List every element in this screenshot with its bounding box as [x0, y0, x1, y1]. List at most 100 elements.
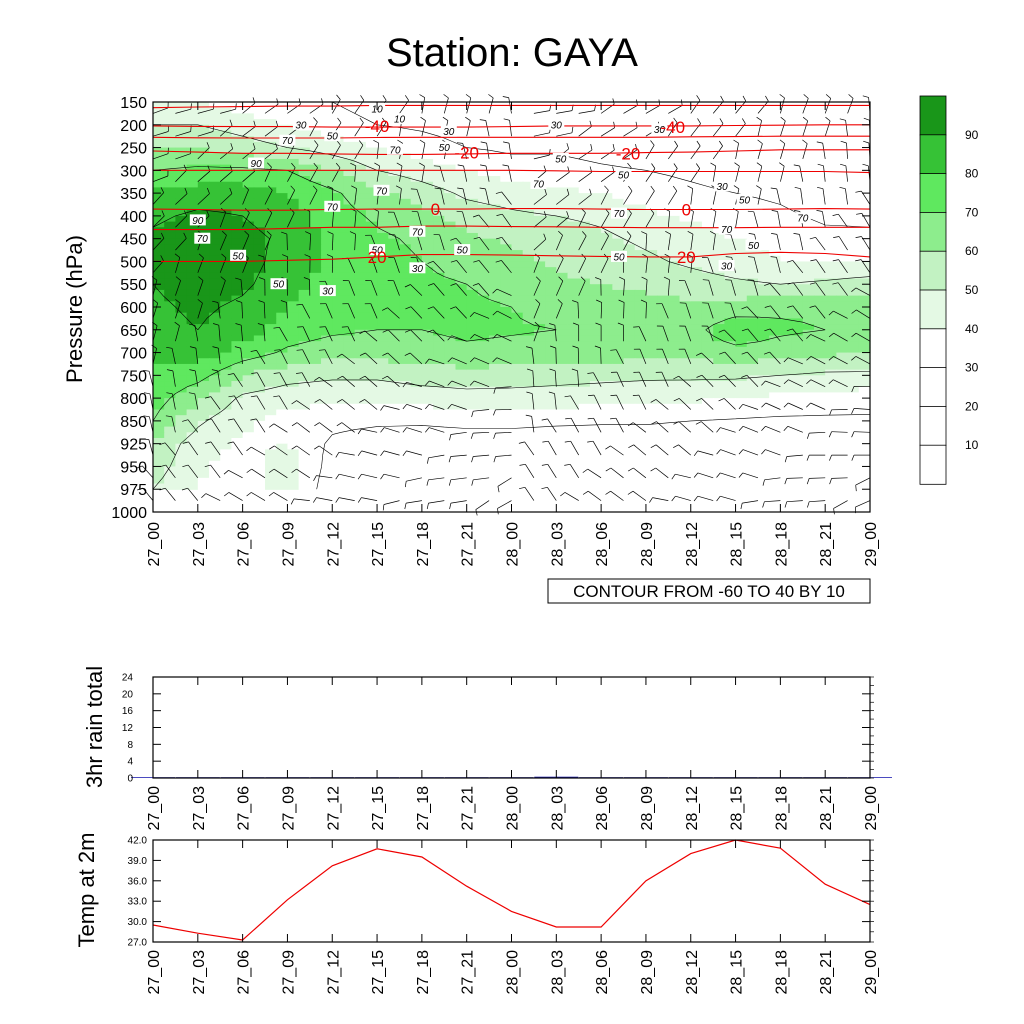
humidity-cell: [522, 335, 535, 342]
humidity-cell: [276, 102, 289, 109]
humidity-cell: [265, 472, 277, 479]
wind-barb-flag: [793, 164, 800, 167]
humidity-cell: [589, 449, 602, 456]
humidity-cell: [545, 261, 557, 268]
humidity-cell: [209, 278, 221, 285]
humidity-cell: [679, 238, 692, 245]
humidity-cell: [175, 102, 188, 109]
wind-barb: [645, 279, 648, 296]
humidity-cell: [209, 472, 221, 479]
humidity-cell: [522, 403, 535, 411]
humidity-cell: [500, 460, 513, 468]
humidity-cell: [858, 352, 871, 359]
humidity-cell: [287, 386, 300, 394]
humidity-cell: [657, 289, 669, 297]
wind-barb-flag: [619, 276, 625, 281]
humidity-cell: [769, 107, 781, 114]
humidity-cell: [511, 136, 524, 143]
humidity-cell: [354, 318, 367, 325]
humidity-cell: [298, 301, 311, 308]
humidity-cell: [533, 113, 546, 120]
humidity-cell: [847, 295, 860, 302]
humidity-cell: [343, 130, 356, 137]
humidity-cell: [545, 460, 557, 468]
humidity-cell: [690, 176, 703, 183]
humidity-cell: [343, 136, 356, 143]
humidity-cell: [623, 437, 636, 445]
wind-barb-flag: [742, 95, 747, 102]
humidity-cell: [309, 284, 322, 291]
humidity-cell: [813, 472, 826, 479]
humidity-cell: [354, 227, 367, 234]
humidity-cell: [276, 181, 289, 189]
wind-barb: [800, 188, 804, 205]
humidity-cell: [657, 426, 669, 433]
humidity-cell: [668, 130, 681, 137]
humidity-cell: [533, 158, 546, 166]
humidity-cell: [298, 409, 311, 416]
humidity-cell: [298, 153, 311, 160]
humidity-cell: [735, 398, 748, 405]
humidity-cell: [589, 119, 602, 126]
humidity-cell: [746, 272, 759, 280]
humidity-cell: [522, 318, 535, 325]
wind-barb-flag: [267, 162, 272, 168]
humidity-cell: [410, 255, 423, 263]
humidity-cell: [757, 409, 770, 416]
humidity-cell: [802, 153, 815, 160]
humidity-cell: [522, 324, 535, 331]
humidity-cell: [164, 324, 176, 331]
humidity-cell: [735, 363, 748, 371]
humidity-cell: [332, 460, 345, 468]
humidity-cell: [690, 124, 703, 132]
humidity-cell: [533, 119, 546, 126]
humidity-cell: [444, 164, 457, 171]
humidity-cell: [690, 221, 703, 228]
humidity-cell: [410, 278, 423, 285]
humidity-cell: [679, 363, 692, 371]
humidity-cell: [746, 449, 759, 456]
humidity-cell: [399, 324, 412, 331]
humidity-cell: [533, 415, 546, 422]
humidity-cell: [724, 164, 737, 171]
humidity-cell: [466, 221, 479, 228]
humidity-cell: [500, 210, 513, 217]
humidity-cell: [298, 289, 311, 297]
humidity-cell: [265, 460, 277, 468]
humidity-cell: [175, 324, 188, 331]
humidity-cell: [153, 363, 165, 371]
humidity-cell: [466, 107, 479, 114]
humidity-cell: [153, 437, 165, 445]
humidity-cell: [679, 443, 692, 450]
humidity-cell: [836, 455, 849, 462]
humidity-cell: [253, 375, 266, 382]
wind-barb: [331, 234, 334, 251]
humidity-cell: [433, 369, 445, 376]
humidity-cell: [377, 193, 389, 200]
humidity-cell: [522, 158, 535, 166]
humidity-cell: [645, 466, 658, 473]
humidity-cell: [679, 198, 692, 206]
humidity-cell: [444, 181, 457, 189]
humidity-cell: [164, 164, 176, 171]
humidity-cell: [164, 426, 176, 433]
humidity-cell: [276, 403, 289, 411]
humidity-cell: [780, 301, 793, 308]
humidity-cell: [847, 341, 860, 348]
humidity-cell: [276, 221, 289, 228]
humidity-cell: [735, 215, 748, 223]
humidity-cell: [858, 136, 871, 143]
humidity-cell: [164, 198, 176, 206]
humidity-cell: [757, 267, 770, 274]
humidity-cell: [220, 158, 233, 166]
wind-barb: [533, 303, 541, 319]
humidity-cell: [332, 164, 345, 171]
humidity-cell: [780, 250, 793, 257]
humidity-cell: [545, 472, 557, 479]
humidity-cell: [545, 278, 557, 285]
humidity-cell: [377, 324, 389, 331]
humidity-cell: [724, 432, 737, 439]
humidity-cell: [421, 124, 434, 132]
humidity-cell: [265, 181, 277, 189]
humidity-cell: [533, 477, 546, 485]
